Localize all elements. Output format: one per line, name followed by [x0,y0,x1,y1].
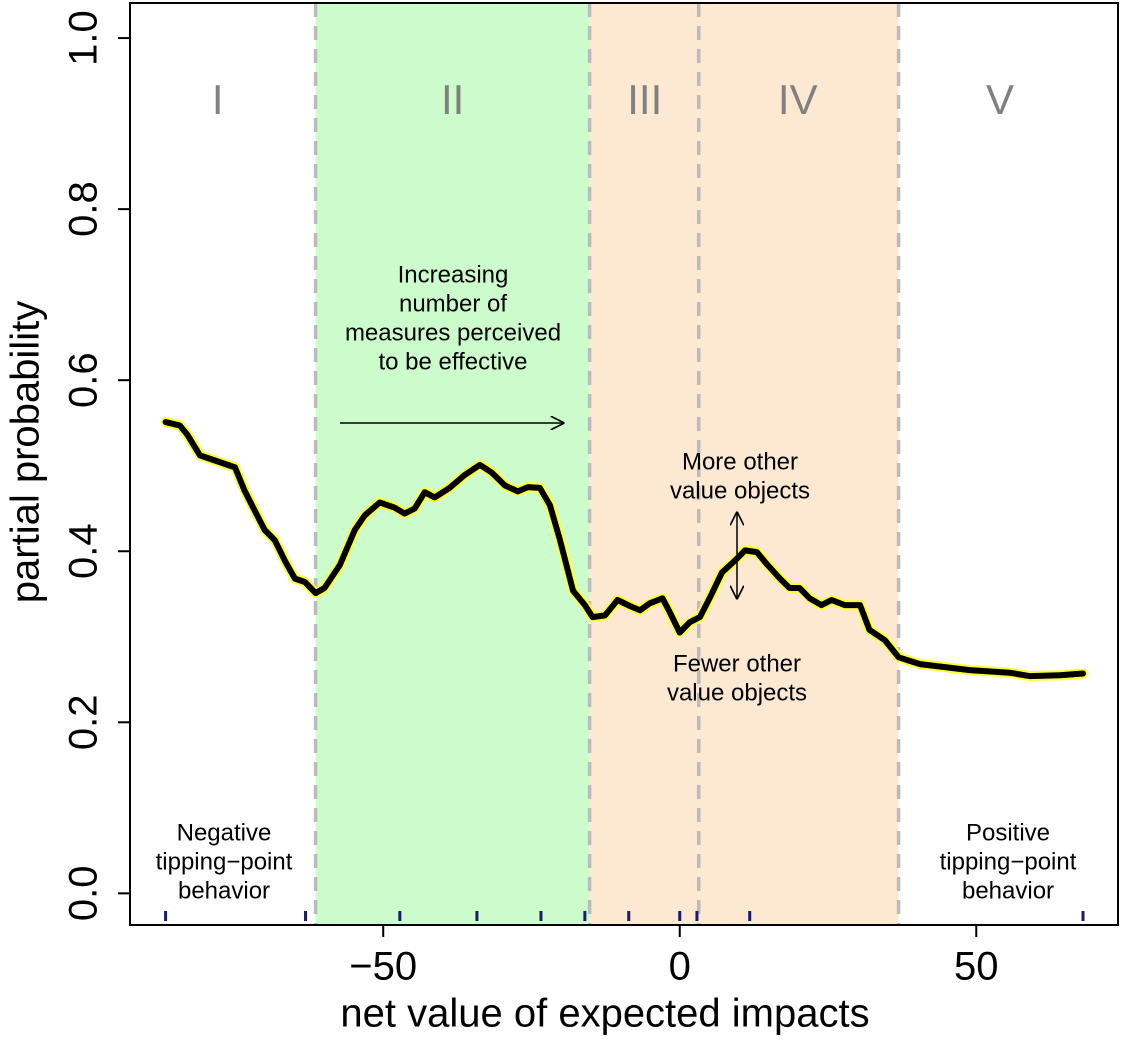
y-tick-label: 1.0 [62,10,106,66]
annotation: measures perceived [345,319,561,346]
annotation: to be effective [379,348,528,375]
region-label: V [986,76,1014,123]
x-tick-label: 0 [669,945,691,989]
annotation: value objects [667,679,807,706]
annotation: behavior [178,877,270,904]
region-band [315,3,590,925]
x-tick-label: −50 [349,945,417,989]
annotation: behavior [962,877,1054,904]
annotation: number of [399,290,507,317]
annotation: Increasing [398,261,509,288]
region-label: IV [778,76,818,123]
y-tick-label: 0.2 [62,694,106,750]
annotation: tipping−point [940,848,1077,875]
y-tick-label: 0.4 [62,523,106,579]
region-band [589,3,899,925]
plot-frame [129,2,1119,926]
annotation: value objects [670,477,810,504]
y-tick-label: 0.8 [62,181,106,237]
x-tick-label: 50 [954,945,999,989]
annotation: Positive [966,819,1050,846]
y-axis-label: partial probability [4,301,48,603]
annotation: Fewer other [673,650,801,677]
region-label: I [212,76,224,123]
y-tick-label: 0.0 [62,866,106,922]
x-axis-label: net value of expected impacts [340,992,869,1036]
region-label: III [627,76,662,123]
region-label: II [441,76,464,123]
line [162,419,1086,680]
annotation: tipping−point [156,848,293,875]
annotation: More other [682,448,798,475]
annotation: Negative [177,819,272,846]
y-tick-label: 0.6 [62,352,106,408]
